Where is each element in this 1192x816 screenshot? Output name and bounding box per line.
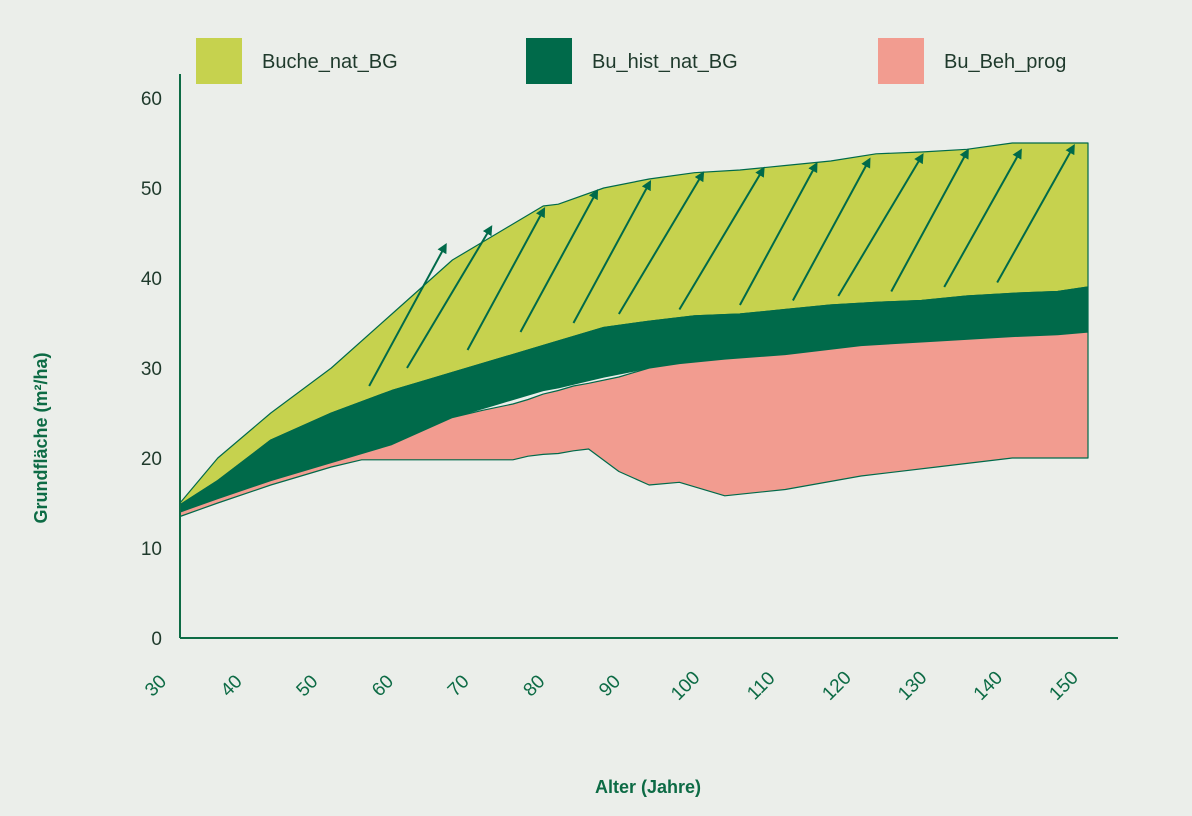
y-tick-label: 10: [141, 539, 162, 560]
legend: Buche_nat_BG Bu_hist_nat_BG Bu_Beh_prog: [196, 38, 1066, 84]
x-tick-label: 50: [293, 671, 323, 701]
trend-arrow: [890, 148, 969, 292]
x-tick-label: 90: [595, 671, 625, 701]
y-tick-label: 30: [141, 359, 162, 380]
x-tick-label: 130: [894, 667, 931, 704]
x-tick-label: 30: [141, 671, 171, 701]
trend-arrow: [943, 148, 1022, 288]
trend-arrow: [792, 157, 871, 301]
y-tick-label: 0: [151, 629, 162, 650]
trend-arrow: [678, 166, 765, 311]
trend-arrow: [572, 179, 652, 324]
x-axis-label: Alter (Jahre): [595, 777, 701, 797]
x-tick-label: 70: [444, 671, 474, 701]
area-series-3: [179, 331, 1089, 518]
x-tick-label: 120: [818, 667, 855, 704]
trend-arrows: [368, 144, 1075, 387]
y-tick-label: 20: [141, 449, 162, 470]
x-tick-label: 140: [970, 667, 1007, 704]
y-tick-label: 50: [141, 179, 162, 200]
trend-arrow: [996, 144, 1075, 283]
legend-swatch: [526, 38, 572, 84]
x-tick-label: 150: [1045, 667, 1082, 704]
legend-swatch: [878, 38, 924, 84]
x-tick-label: 40: [217, 671, 247, 701]
x-tick-label: 60: [368, 671, 398, 701]
trend-arrow: [406, 225, 493, 369]
legend-label: Bu_Beh_prog: [944, 51, 1066, 73]
legend-swatch: [196, 38, 242, 84]
x-tick-label: 110: [743, 668, 779, 704]
legend-label: Buche_nat_BG: [262, 51, 398, 73]
x-tick-label: 80: [520, 671, 550, 701]
trend-arrow: [739, 161, 818, 306]
trend-arrow: [519, 188, 599, 333]
legend-label: Bu_hist_nat_BG: [592, 51, 738, 73]
trend-arrow: [368, 242, 447, 387]
y-tick-label: 40: [141, 269, 162, 290]
trend-arrow: [837, 153, 924, 297]
y-axis-label: Grundfläche (m²/ha): [31, 352, 51, 523]
y-tick-label: 60: [141, 89, 162, 110]
plot-areas: [179, 142, 1089, 518]
trend-arrow: [466, 206, 546, 351]
trend-arrow: [618, 171, 705, 315]
x-tick-label: 100: [667, 667, 704, 704]
